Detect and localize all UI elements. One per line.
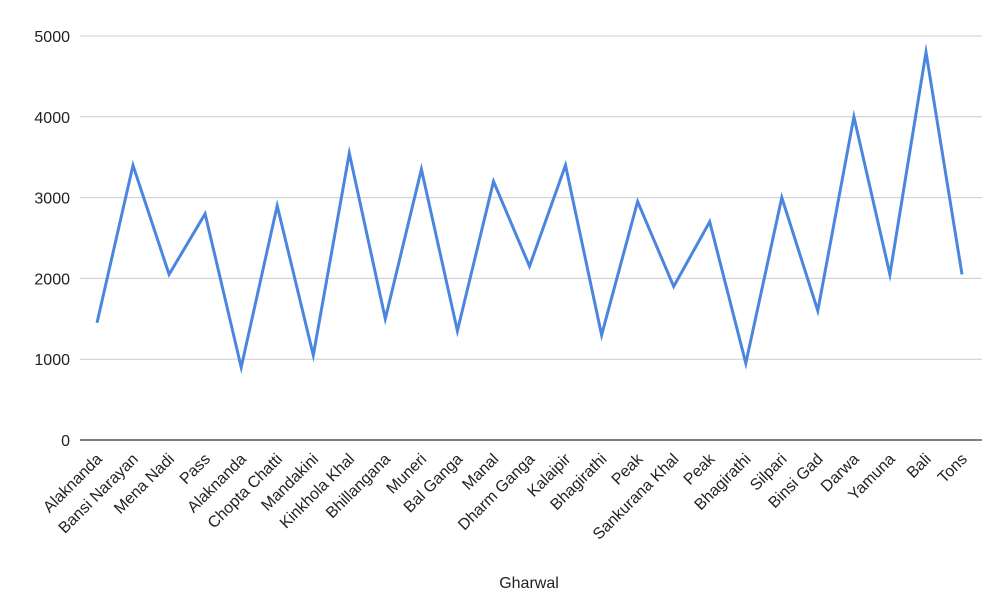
data-point xyxy=(888,272,892,276)
data-point xyxy=(167,272,171,276)
data-point xyxy=(852,115,856,119)
series-layer xyxy=(95,42,964,375)
data-point xyxy=(347,151,351,155)
data-point xyxy=(491,179,495,183)
data-point xyxy=(636,200,640,204)
data-point xyxy=(455,329,459,333)
y-tick-label: 4000 xyxy=(34,110,70,127)
gridlines xyxy=(80,35,982,360)
data-point xyxy=(780,196,784,200)
data-point xyxy=(816,309,820,313)
y-tick-label: 2000 xyxy=(34,271,70,288)
y-tick-label: 3000 xyxy=(34,191,70,208)
data-point xyxy=(600,333,604,337)
y-tick-label: 5000 xyxy=(34,29,70,46)
data-point xyxy=(744,361,748,365)
data-point xyxy=(203,212,207,216)
series-line xyxy=(95,42,964,375)
x-tick-label: Bali xyxy=(904,451,935,482)
x-tick-label: Tons xyxy=(935,451,971,487)
data-point xyxy=(383,317,387,321)
data-point xyxy=(528,264,532,268)
data-point xyxy=(960,272,964,276)
y-tick-label: 0 xyxy=(61,433,70,450)
data-point xyxy=(672,284,676,288)
data-point xyxy=(924,50,928,54)
x-axis-title: Gharwal xyxy=(499,575,559,592)
data-point xyxy=(131,163,135,167)
data-point xyxy=(564,163,568,167)
data-point xyxy=(239,365,243,369)
data-point xyxy=(275,204,279,208)
data-point xyxy=(311,353,315,357)
y-axis-ticks: 0 1000 2000 3000 4000 5000 xyxy=(34,29,70,450)
data-point xyxy=(419,167,423,171)
y-tick-label: 1000 xyxy=(34,352,70,369)
data-point xyxy=(708,220,712,224)
data-point xyxy=(95,321,99,325)
